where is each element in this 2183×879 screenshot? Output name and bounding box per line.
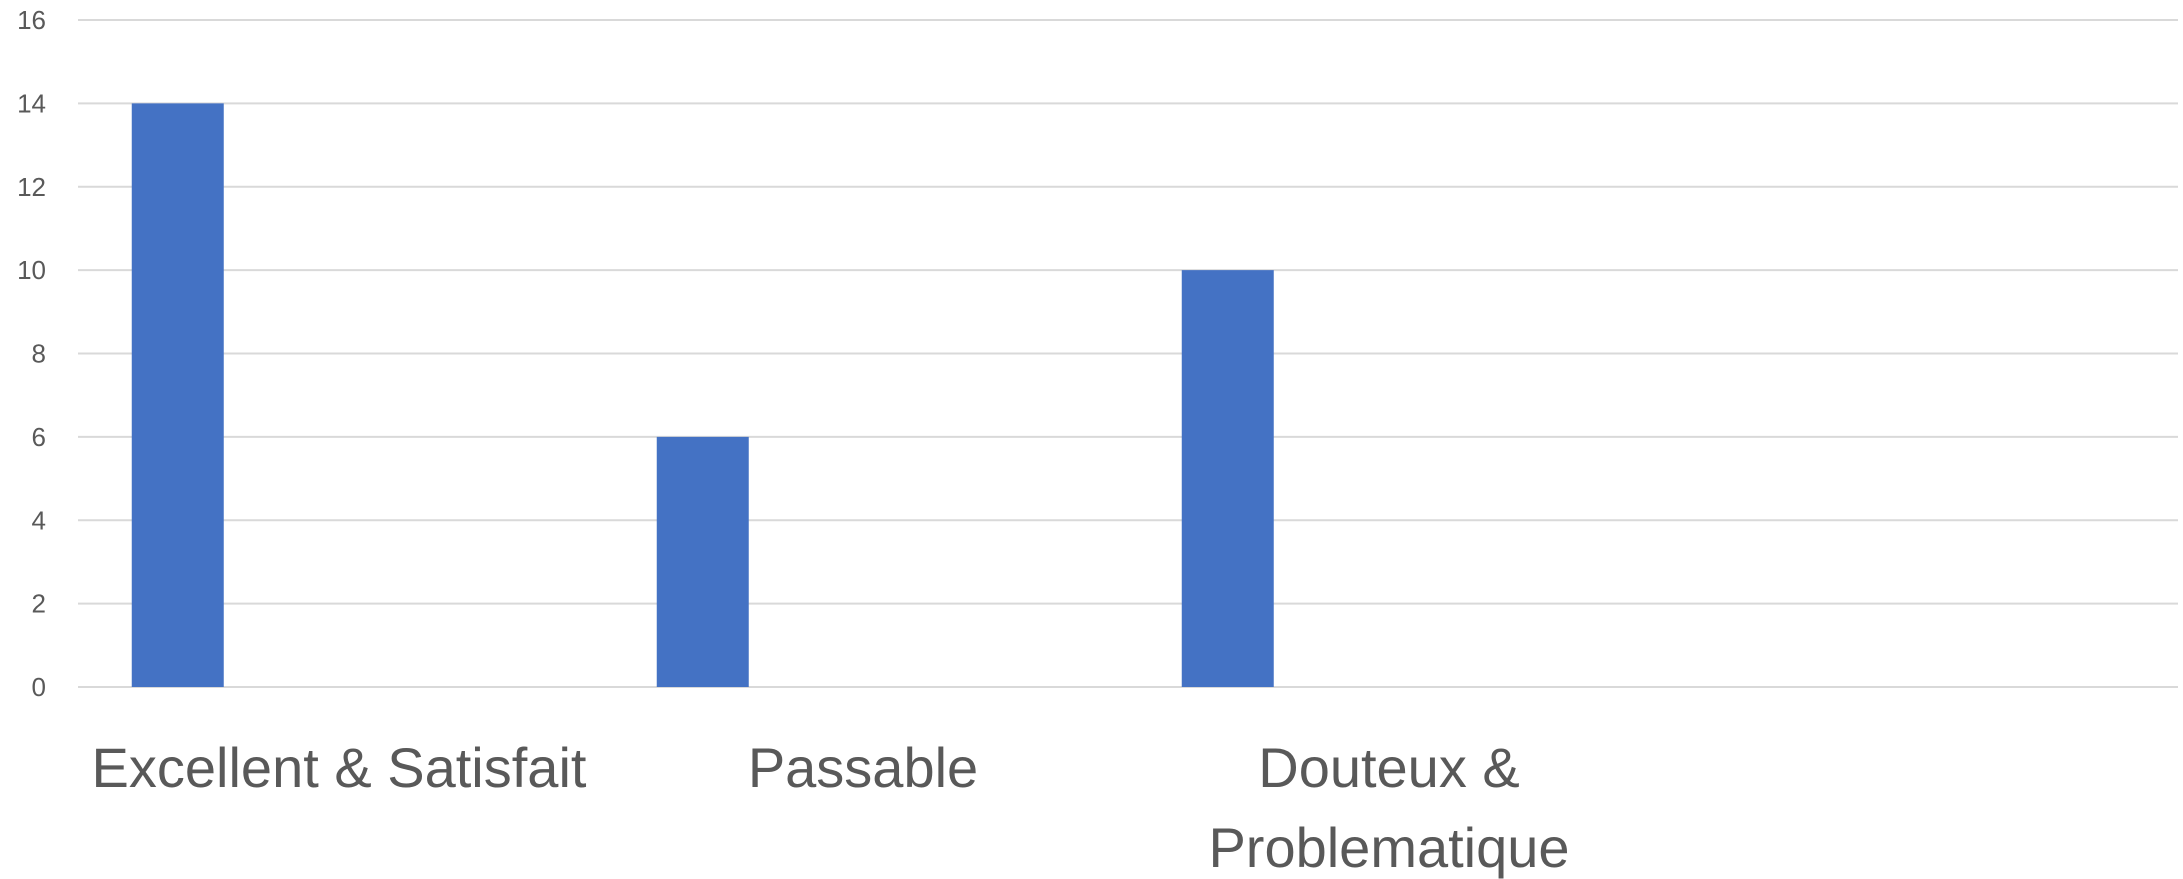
gridlines [78,19,2178,688]
bar [1181,270,1274,687]
y-tick-label: 8 [32,339,46,369]
x-tick-label: Excellent & Satisfait [92,736,587,799]
y-tick-label: 4 [32,505,46,535]
x-axis-tick-labels: Excellent & Satisfait Passable Douteux & Pr… [92,736,1570,879]
bar [131,103,224,687]
x-tick-label-line: Douteux & [1258,736,1520,799]
y-tick-label: 16 [17,5,46,35]
bars [131,103,1274,687]
x-tick-label: Douteux & Problematique [1208,736,1569,879]
x-tick-label-line: Excellent & Satisfait [92,736,587,799]
y-tick-label: 14 [17,88,46,118]
y-tick-label: 10 [17,255,46,285]
y-axis-tick-labels: 0 2 4 6 8 10 12 14 16 [17,5,46,702]
x-tick-label-line: Problematique [1208,816,1569,879]
y-tick-label: 12 [17,172,46,202]
y-tick-label: 0 [32,672,46,702]
y-tick-label: 2 [32,589,46,619]
x-tick-label: Passable [748,736,978,799]
x-tick-label-line: Passable [748,736,978,799]
bar [656,436,749,687]
y-tick-label: 6 [32,422,46,452]
